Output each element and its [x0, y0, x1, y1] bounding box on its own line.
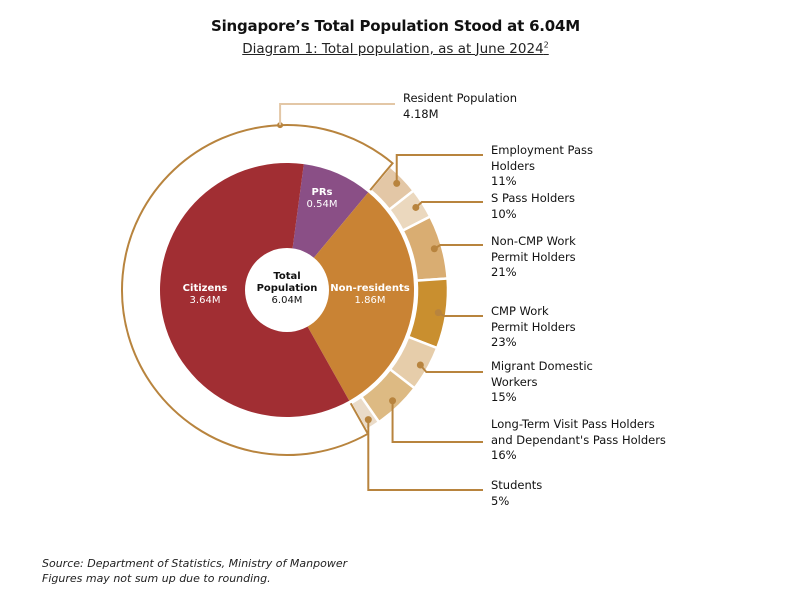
- breakdown-label-line: 21%: [491, 265, 517, 279]
- breakdown-label-line: 23%: [491, 335, 517, 349]
- leader-dot: [434, 309, 442, 317]
- breakdown-label-line: 11%: [491, 174, 517, 188]
- footnote-ref: 2: [543, 40, 549, 49]
- breakdown-label-line: Permit Holders: [491, 249, 576, 264]
- leader-line: [395, 154, 483, 184]
- resident-leader-line: [279, 103, 395, 126]
- resident-population-label-line: Resident Population: [403, 91, 517, 105]
- breakdown-label-line: 5%: [491, 493, 510, 508]
- breakdown-label: Students 5%: [491, 478, 542, 509]
- subtitle-text: Diagram 1: Total population, as at June …: [242, 40, 544, 57]
- leader-dot: [393, 179, 401, 187]
- breakdown-label-line: Long-Term Visit Pass Holders: [491, 417, 655, 431]
- breakdown-label: S Pass Holders 10%: [491, 191, 575, 222]
- total-population-label: Total Population 6.04M: [257, 271, 318, 307]
- breakdown-label-line: Migrant Domestic: [491, 359, 593, 373]
- breakdown-label-line: 16%: [491, 448, 517, 462]
- resident-population-label-line: 4.18M: [403, 106, 439, 121]
- breakdown-label-line: and Dependant's Pass Holders: [491, 432, 666, 447]
- prs-label-line: PRs: [311, 187, 333, 198]
- prs-label: PRs 0.54M: [307, 187, 338, 211]
- non-residents-label: Non-residents 1.86M: [330, 283, 409, 307]
- leader-dot: [430, 245, 438, 253]
- breakdown-label-line: Holders: [491, 158, 535, 173]
- slice-non-residents: [287, 192, 414, 401]
- footer: Source: Department of Statistics, Minist…: [42, 556, 347, 586]
- leader-line: [391, 400, 483, 443]
- non-residents-label-line: Non-residents: [330, 283, 410, 294]
- segment-students: [349, 394, 381, 433]
- breakdown-label: Migrant Domestic Workers 15%: [491, 359, 593, 406]
- leader-dot: [364, 416, 372, 424]
- leader-dot: [416, 361, 424, 369]
- prs-label-line: 0.54M: [306, 199, 338, 210]
- breakdown-label-line: CMP Work: [491, 304, 549, 318]
- breakdown-label-line: Employment Pass: [491, 143, 593, 157]
- citizens-label-line: 3.64M: [189, 295, 221, 306]
- breakdown-label: Employment Pass Holders 11%: [491, 143, 593, 190]
- breakdown-label-line: Workers: [491, 374, 538, 389]
- source-note: Source: Department of Statistics, Minist…: [42, 557, 348, 570]
- breakdown-label-line: Permit Holders: [491, 319, 576, 334]
- citizens-label: Citizens 3.64M: [183, 283, 228, 307]
- breakdown-label: CMP Work Permit Holders 23%: [491, 304, 576, 351]
- breakdown-label-line: S Pass Holders: [491, 191, 576, 205]
- center-hole: [245, 248, 329, 332]
- breakdown-label: Long-Term Visit Pass Holders and Dependan…: [491, 417, 666, 464]
- breakdown-label-line: 15%: [491, 390, 517, 404]
- breakdown-label-line: 10%: [491, 206, 517, 221]
- total-population-label-line: Total: [273, 271, 301, 282]
- leader-dot: [412, 203, 420, 211]
- rounding-note: Figures may not sum up due to rounding.: [42, 572, 271, 585]
- non-residents-label-line: 1.86M: [354, 295, 386, 306]
- total-population-label-line: Population: [256, 283, 318, 294]
- breakdown-label-line: Students: [491, 478, 543, 492]
- resident-bracket-arc: [121, 124, 394, 456]
- chart-title: Singapore’s Total Population Stood at 6.…: [210, 17, 581, 35]
- breakdown-label-line: Non-CMP Work: [491, 234, 576, 248]
- chart-subtitle: Diagram 1: Total population, as at June …: [0, 40, 791, 57]
- resident-population-label: Resident Population 4.18M: [403, 91, 517, 122]
- citizens-label-line: Citizens: [182, 283, 228, 294]
- leader-dot: [389, 397, 397, 405]
- breakdown-label: Non-CMP Work Permit Holders 21%: [491, 234, 576, 281]
- total-population-label-line: 6.04M: [271, 295, 303, 306]
- leader-line: [367, 419, 483, 491]
- segment-cmp-work-permit-holders: [406, 277, 450, 350]
